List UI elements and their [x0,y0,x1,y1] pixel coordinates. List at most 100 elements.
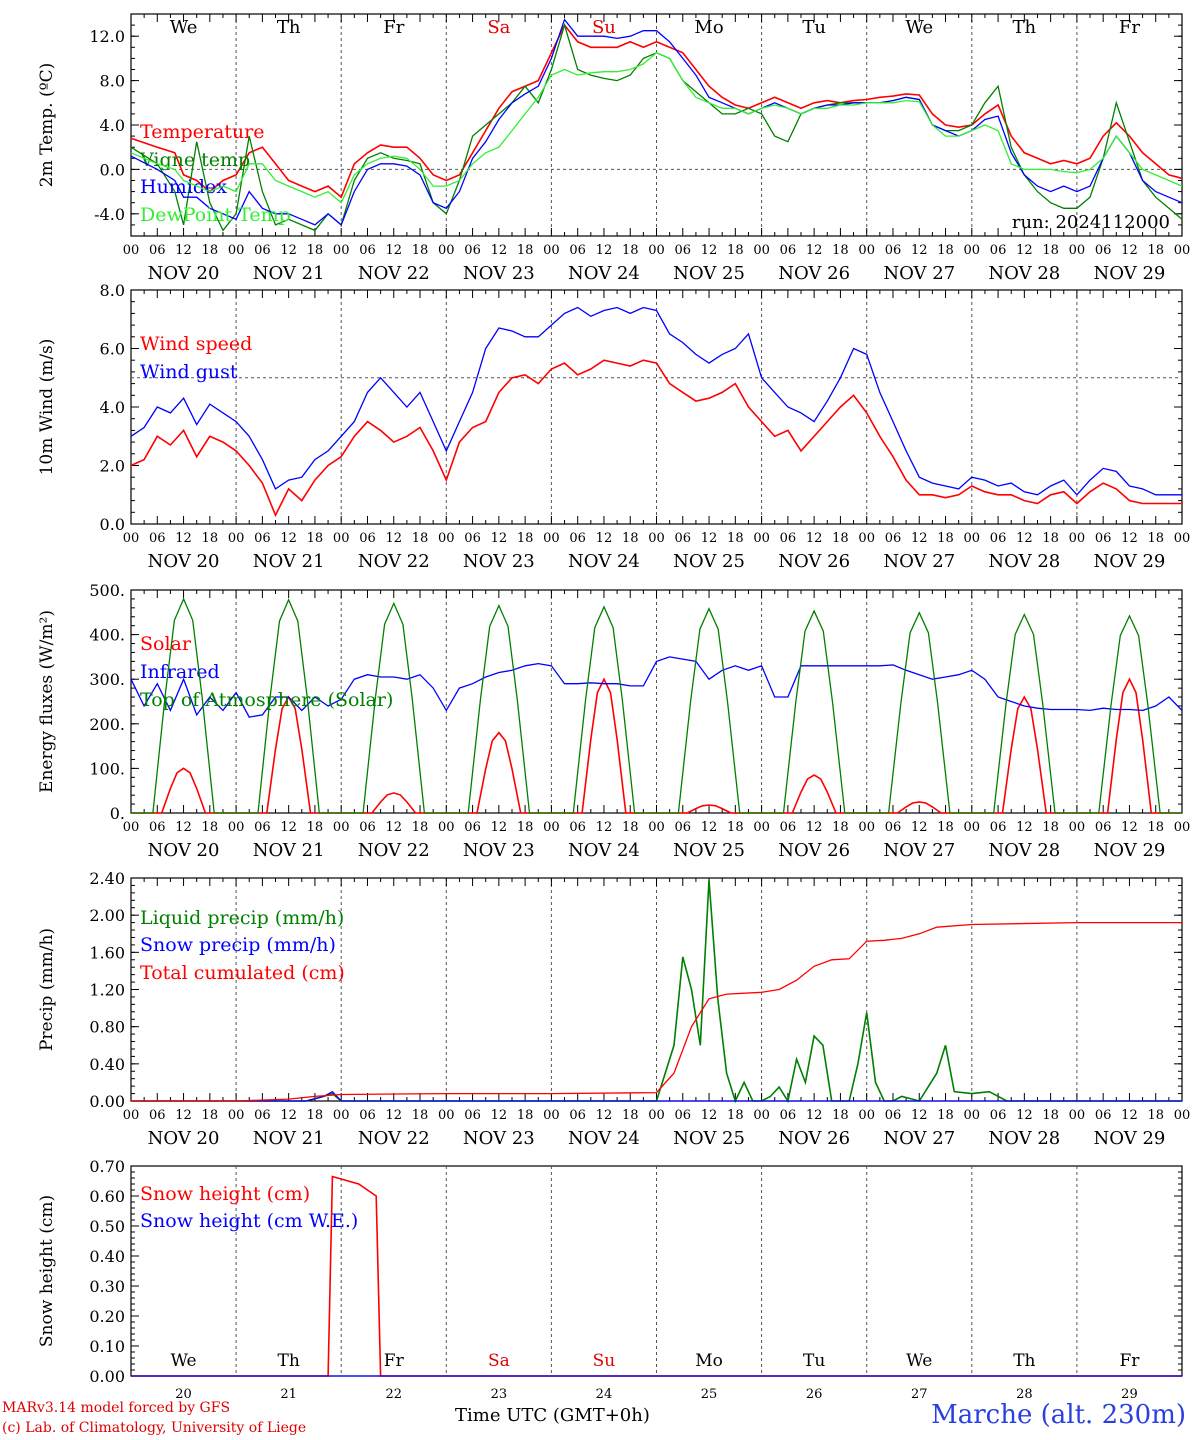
hour-tick-label: 06 [1095,820,1112,835]
date-label: NOV 25 [673,1128,745,1149]
hour-tick-label: 18 [1042,531,1059,546]
hour-tick-label: 00 [964,243,981,258]
hour-tick-label: 12 [701,1108,718,1123]
date-label: NOV 28 [988,840,1060,861]
y-tick-label: 12.0 [89,27,125,46]
hour-tick-label: 00 [333,531,350,546]
date-label: NOV 21 [253,840,325,861]
hour-tick-label: 18 [832,243,849,258]
hour-tick-label: 06 [464,531,481,546]
hour-tick-label: 06 [1095,243,1112,258]
y-tick-label: 0.0 [100,515,125,534]
hour-tick-label: 06 [254,531,271,546]
hour-tick-label: 00 [123,243,140,258]
hour-tick-label: 18 [412,1108,429,1123]
hour-tick-label: 06 [569,1108,586,1123]
hour-tick-label: 06 [149,820,166,835]
date-label: NOV 24 [568,1128,640,1149]
hour-tick-label: 06 [780,531,797,546]
hour-tick-label: 18 [727,531,744,546]
date-label: NOV 27 [883,1128,955,1149]
hour-tick-label: 12 [596,531,613,546]
hour-tick-label: 00 [228,243,245,258]
y-axis-label: 10m Wind (m/s) [37,339,57,476]
hour-tick-label: 18 [937,531,954,546]
day-number: 25 [701,1387,718,1400]
hour-tick-label: 18 [202,820,219,835]
hour-tick-label: 00 [648,820,665,835]
hour-tick-label: 12 [385,243,402,258]
hour-tick-label: 18 [517,1108,534,1123]
hour-tick-label: 00 [333,243,350,258]
hour-tick-label: 18 [202,243,219,258]
hour-tick-label: 06 [675,820,692,835]
date-label: NOV 24 [568,263,640,284]
hour-tick-label: 18 [622,243,639,258]
day-number: 20 [175,1387,192,1400]
y-tick-label: -4.0 [94,205,125,224]
y-tick-label: 0.10 [89,1337,125,1356]
hour-tick-label: 12 [1121,820,1138,835]
hour-tick-label: 18 [517,531,534,546]
hour-tick-label: 00 [228,820,245,835]
date-label: NOV 23 [463,263,535,284]
hour-tick-label: 12 [1016,820,1033,835]
hour-tick-label: 18 [937,243,954,258]
day-abbrev: Fr [1119,1351,1140,1371]
series-line-humidex [130,18,1183,226]
hour-tick-label: 18 [202,531,219,546]
hour-tick-label: 18 [832,1108,849,1123]
hour-tick-label: 18 [517,820,534,835]
hour-tick-label: 18 [412,531,429,546]
date-label: NOV 28 [988,1128,1060,1149]
hour-tick-label: 18 [1042,820,1059,835]
day-number: 21 [280,1387,297,1400]
y-axis-label: Energy fluxes (W/m²) [37,610,57,793]
hour-tick-label: 06 [464,1108,481,1123]
hour-tick-label: 06 [359,820,376,835]
hour-tick-label: 06 [675,531,692,546]
hour-tick-label: 00 [858,243,875,258]
hour-tick-label: 00 [123,820,140,835]
hour-tick-label: 18 [622,1108,639,1123]
hour-tick-label: 12 [911,531,928,546]
date-label: NOV 26 [778,551,850,572]
hour-tick-label: 06 [780,243,797,258]
day-number: 26 [806,1387,823,1400]
hour-tick-label: 12 [1016,531,1033,546]
hour-tick-label: 00 [1069,1108,1086,1123]
hour-tick-label: 12 [280,820,297,835]
date-label: NOV 23 [463,840,535,861]
hour-tick-label: 00 [858,1108,875,1123]
hour-tick-label: 12 [701,243,718,258]
y-tick-label: 0.00 [89,1092,125,1111]
hour-tick-label: 06 [675,243,692,258]
hour-tick-label: 06 [1095,531,1112,546]
hour-tick-label: 00 [333,820,350,835]
y-tick-label: 0.40 [89,1055,125,1074]
hour-tick-label: 18 [307,1108,324,1123]
hour-tick-label: 12 [385,820,402,835]
day-abbrev: Sa [488,1351,510,1371]
y-tick-label: 8.0 [100,281,125,300]
hour-tick-label: 12 [806,243,823,258]
hour-tick-label: 18 [727,243,744,258]
date-label: NOV 24 [568,551,640,572]
y-tick-label: 2.00 [89,906,125,925]
hour-tick-label: 00 [438,1108,455,1123]
date-label: NOV 22 [358,551,430,572]
date-label: NOV 29 [1094,551,1166,572]
hour-tick-label: 12 [175,531,192,546]
date-label: NOV 29 [1094,840,1166,861]
y-tick-label: 0.0 [100,160,125,179]
legend-label: Top of Atmosphere (Solar) [140,689,393,711]
date-label: NOV 26 [778,840,850,861]
hour-tick-label: 06 [149,243,166,258]
day-abbrev: We [905,17,933,38]
legend-label: Snow height (cm W.E.) [140,1210,358,1232]
x-axis-title: Time UTC (GMT+0h) [455,1405,650,1426]
hour-tick-label: 06 [990,1108,1007,1123]
y-tick-label: 4.0 [100,398,125,417]
meteogram: 12.0 8.0 4.0 0.0 -4.0 2m Temp. (ºC) 00 06 12 18 NO… [37,13,1190,1400]
date-label: NOV 27 [883,840,955,861]
